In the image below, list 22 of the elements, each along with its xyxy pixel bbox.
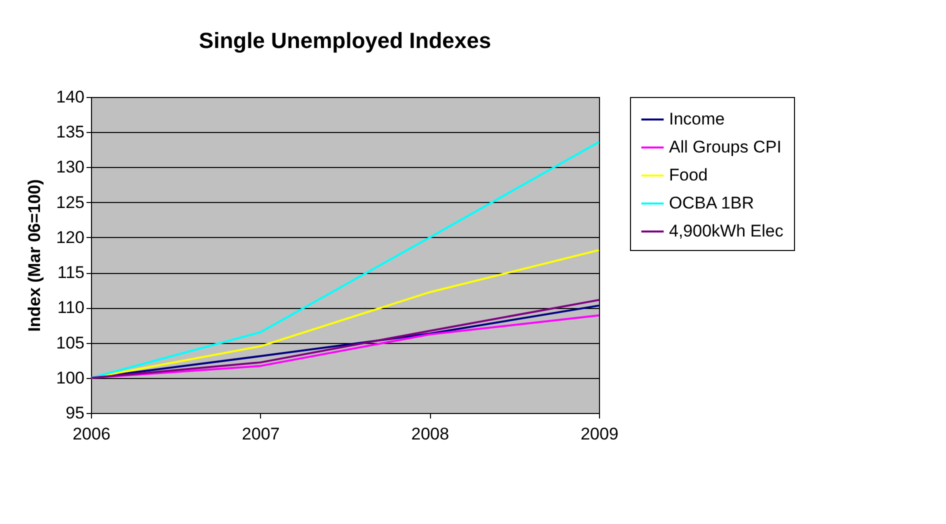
x-tick-label: 2009	[580, 424, 618, 444]
legend-label: Food	[669, 166, 708, 184]
y-tick-label: 110	[57, 298, 84, 318]
y-tick-label: 100	[56, 368, 84, 388]
legend-label: Income	[669, 110, 725, 128]
x-tick-label: 2006	[72, 424, 110, 444]
y-tick-label: 125	[56, 192, 84, 212]
y-tick-label: 115	[57, 263, 84, 282]
x-tick-label: 2008	[411, 424, 450, 444]
y-tick-label: 135	[56, 122, 84, 142]
y-tick-label: 120	[56, 228, 84, 247]
legend-label: All Groups CPI	[669, 138, 782, 156]
y-tick-label: 105	[56, 333, 84, 352]
y-tick-label: 95	[66, 404, 84, 422]
y-tick-label: 130	[56, 158, 84, 177]
x-tick-label: 2007	[242, 424, 280, 444]
y-axis-title: Index (Mar 06=100)	[25, 179, 44, 332]
legend-label: OCBA 1BR	[669, 194, 754, 212]
chart-title: Single Unemployed Indexes	[198, 28, 492, 53]
legend-label: 4,900kWh Elec	[669, 222, 784, 240]
line-series	[90, 140, 600, 379]
y-tick-label: 140	[56, 88, 84, 106]
